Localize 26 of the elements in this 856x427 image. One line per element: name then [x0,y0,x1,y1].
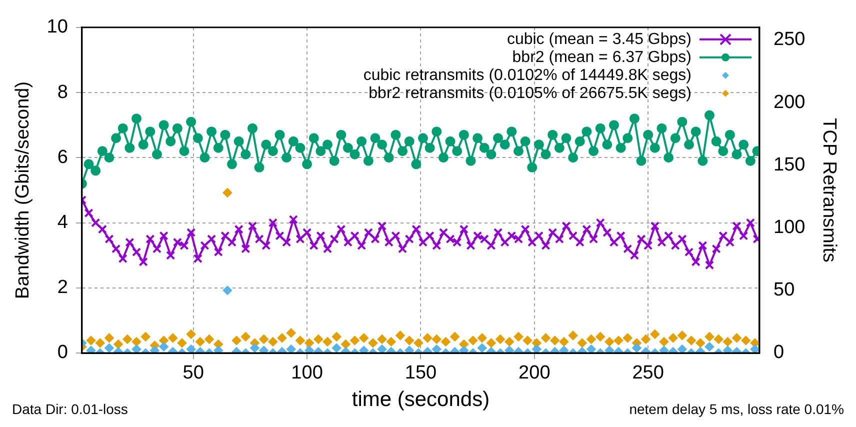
text: netem delay 5 ms, loss rate 0.01% [629,400,844,417]
y-axis-title: Bandwidth (Gbits/second) [12,81,34,299]
y2-tick-label: 100 [774,217,806,238]
y2-tick-label: 250 [774,29,806,50]
y-tick-label: 2 [57,277,68,298]
y2-tick-label: 200 [774,92,806,113]
legend-label: cubic retransmits (0.0102% of 14449.8K segs) [363,66,692,84]
legend-label: bbr2 retransmits (0.0105% of 26675.5K segs) [368,84,692,102]
legend-label: cubic (mean = 3.45 Gbps) [506,30,692,48]
y2-tick-label: 150 [774,154,806,176]
x-tick-label: 50 [182,362,204,384]
x-tick-label: 200 [518,362,550,384]
y2-tick-label: 50 [774,280,795,301]
y-tick-label: 6 [57,146,68,168]
x-axis-title: time (seconds) [352,388,490,412]
y2-axis-title: TCP Retransmits [818,118,840,262]
x-tick-label: 250 [632,362,664,384]
y-tick-label: 10 [46,16,68,38]
text: Data Dir: 0.01-loss [12,400,128,417]
y-tick-label: 8 [57,82,68,103]
x-tick-label: 100 [291,362,323,384]
x-tick-label: 150 [404,362,437,384]
y2-tick-label: 0 [774,342,784,364]
legend-label: bbr2 (mean = 6.37 Gbps) [512,48,692,66]
y-tick-label: 4 [57,212,68,233]
y-tick-label: 0 [57,342,68,364]
